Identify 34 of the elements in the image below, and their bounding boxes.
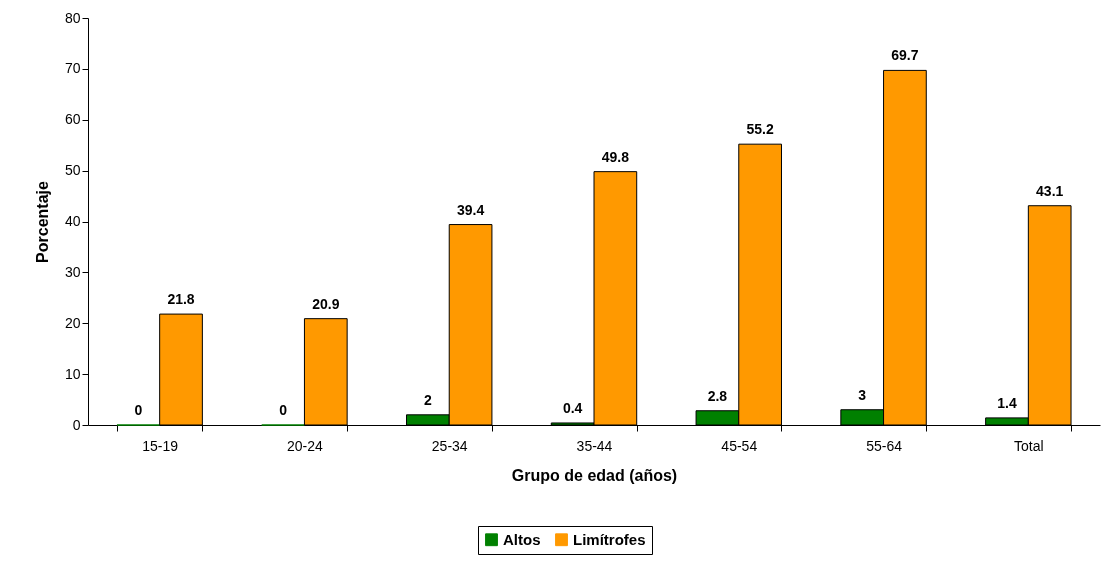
legend-label: Altos (503, 530, 541, 548)
y-tick-label: 0 (72, 416, 81, 433)
data-label: 20.9 (312, 295, 340, 312)
y-tick-label: 70 (64, 60, 81, 77)
x-tick-label: 45-54 (721, 437, 758, 454)
data-label: 0 (279, 402, 288, 418)
y-axis-title: Porcentaje (33, 180, 51, 263)
y-tick-label: 10 (64, 365, 81, 382)
data-label: 39.4 (456, 201, 485, 218)
data-label: 55.2 (746, 121, 774, 138)
x-tick-label: Total (1014, 437, 1044, 454)
y-tick-label: 60 (64, 111, 81, 128)
y-tick-label: 50 (64, 162, 81, 179)
x-tick-label: 20-24 (287, 437, 324, 454)
data-label: 2 (423, 391, 432, 408)
x-tick-label: 55-64 (866, 437, 903, 454)
data-label: 3 (858, 386, 867, 403)
y-tick-label: 80 (64, 9, 81, 26)
x-tick-label: 15-19 (142, 437, 179, 454)
x-tick-label: 35-44 (576, 437, 613, 454)
x-axis-title: Grupo de edad (años) (511, 466, 678, 484)
data-label: 1.4 (997, 394, 1017, 411)
y-tick-label: 30 (64, 263, 81, 280)
data-label: 0.4 (562, 399, 583, 416)
y-tick-label: 40 (64, 213, 81, 229)
data-label: 43.1 (1036, 182, 1064, 199)
legend-label: Limítrofes (573, 530, 646, 548)
y-tick-label: 20 (64, 314, 81, 331)
data-label: 0 (134, 402, 143, 418)
data-label: 49.8 (601, 148, 630, 165)
data-label: 69.7 (891, 47, 919, 64)
data-label: 2.8 (707, 387, 728, 404)
data-label: 21.8 (167, 291, 195, 308)
x-tick-label: 25-34 (431, 437, 468, 454)
